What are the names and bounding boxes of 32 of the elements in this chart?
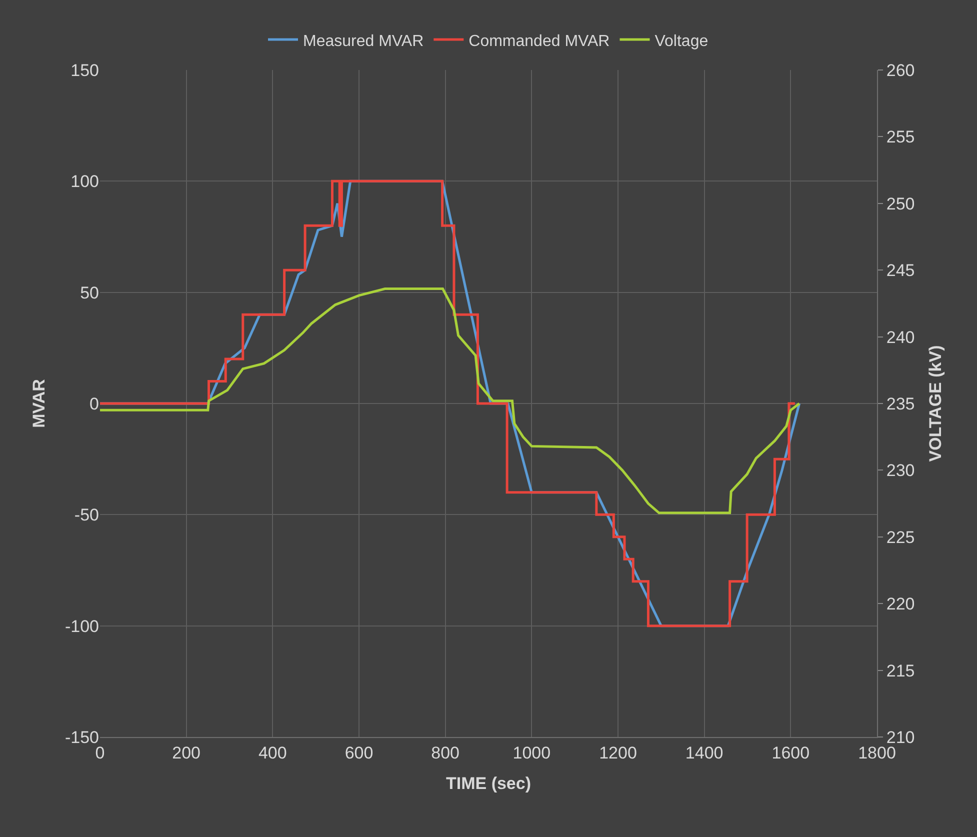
y2-tick-label: 220 [886,594,915,614]
y-tick-label: -50 [74,506,99,525]
x-tick-label: 1000 [512,743,551,762]
y2-tick-label: 255 [886,128,915,147]
y2-tick-label: 260 [886,60,915,80]
x-tick-label: 1400 [685,743,724,762]
y-tick-label: 0 [90,394,99,414]
legend-label: Measured MVAR [303,32,424,50]
y-tick-label: -100 [64,616,99,636]
y2-tick-label: 235 [886,394,915,414]
x-tick-label: 1600 [772,743,810,762]
y2-tick-label: 240 [886,328,915,347]
y2-axis-title: VOLTAGE (kV) [926,345,946,462]
legend-label: Voltage [654,32,708,50]
x-tick-label: 800 [431,743,460,762]
line-series [100,288,801,514]
y-tick-label: 150 [70,60,99,80]
y-tick-label: 50 [80,283,99,302]
y2-tick-label: 230 [886,461,915,480]
y-tick-label: 100 [70,172,99,192]
y2-tick-label: 250 [886,194,915,214]
y2-tick-label: 245 [886,261,915,280]
y2-tick-label: 225 [886,528,915,547]
x-tick-label: 200 [172,743,201,762]
x-tick-label: 400 [258,743,287,762]
y-tick-label: -150 [64,728,99,747]
y-axis-title: MVAR [30,379,49,428]
x-tick-label: 600 [344,743,374,762]
x-tick-label: 1200 [599,743,637,762]
legend-label: Commanded MVAR [468,32,610,50]
y2-tick-label: 215 [886,661,915,680]
x-axis-title: TIME (sec) [446,774,532,793]
